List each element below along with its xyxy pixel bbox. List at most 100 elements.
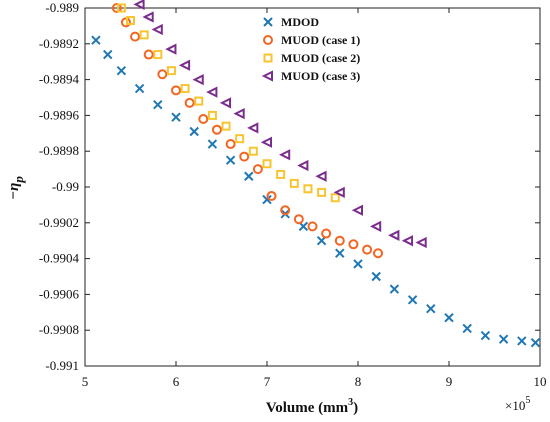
x-axis-multiplier: ×105 (505, 395, 530, 413)
data-point (151, 23, 163, 36)
x-tick-label: 6 (173, 374, 180, 389)
data-point (225, 155, 236, 165)
data-point (194, 96, 204, 106)
data-point (333, 186, 345, 198)
legend: MDOD MUOD (case 1) MUOD (case 2) MUOD (case… (261, 15, 360, 83)
data-point (103, 49, 113, 60)
data-point (351, 204, 363, 216)
data-point (317, 187, 327, 197)
data-point (206, 86, 218, 98)
y-tick-label: -0.989 (45, 0, 79, 15)
data-point (247, 122, 259, 134)
data-point (426, 304, 436, 314)
data-point (116, 65, 127, 76)
x-tick-label: 10 (534, 374, 547, 389)
data-point (389, 284, 400, 294)
series-2 (111, 3, 384, 259)
data-point (321, 228, 332, 239)
data-point (315, 170, 327, 182)
data-point (219, 97, 232, 109)
y-tick-label: -0.9898 (39, 143, 79, 158)
data-point (235, 134, 245, 144)
y-tick-label: -0.9906 (39, 286, 80, 301)
data-point (153, 50, 163, 60)
legend-marker (263, 17, 273, 27)
y-tick-label: -0.9908 (39, 322, 79, 337)
x-tick-label: 8 (355, 374, 362, 389)
y-tick-label: -0.9892 (39, 36, 79, 51)
data-point (198, 113, 209, 124)
x-tick-label: 5 (82, 374, 89, 389)
legend-item: MUOD (case 2) (263, 51, 360, 65)
data-point (252, 164, 263, 175)
data-point (278, 149, 291, 161)
legend-label: MUOD (case 1) (281, 33, 360, 47)
data-point (530, 338, 541, 348)
data-point (91, 35, 101, 45)
data-point (388, 229, 400, 241)
data-point (133, 0, 145, 11)
y-axis-label: −ηp (6, 176, 26, 200)
data-point (280, 205, 291, 216)
data-point (348, 239, 359, 250)
data-point (498, 334, 509, 344)
data-marks (91, 0, 541, 348)
legend-item: MDOD (263, 15, 319, 29)
data-point (373, 248, 384, 259)
data-point (330, 193, 340, 203)
data-point (225, 139, 236, 150)
data-point (260, 136, 272, 148)
legend-label: MUOD (case 2) (281, 51, 360, 65)
data-point (335, 248, 345, 258)
data-point (111, 3, 122, 13)
legend-item: MUOD (case 3) (261, 69, 360, 83)
legend-marker (263, 53, 273, 63)
data-point (126, 16, 135, 26)
y-tick-label: -0.9896 (39, 107, 80, 122)
data-point (401, 235, 414, 247)
data-point (189, 126, 199, 137)
plot-area (84, 7, 541, 367)
x-axis-label: Volume (mm3) (266, 397, 358, 416)
data-point (462, 323, 472, 334)
data-point (297, 159, 309, 172)
data-point (444, 312, 454, 323)
data-point (353, 259, 363, 269)
data-point (266, 190, 277, 201)
data-point (262, 159, 272, 169)
data-point (276, 169, 286, 179)
data-point (166, 66, 176, 76)
data-point (207, 110, 217, 120)
data-point (407, 295, 418, 305)
data-point (289, 178, 299, 188)
data-point (221, 121, 231, 131)
data-point (139, 30, 149, 40)
data-point (116, 3, 126, 13)
data-point (130, 31, 141, 42)
data-point (244, 171, 254, 181)
x-tick-label: 9 (446, 374, 453, 389)
legend-marker (261, 70, 273, 82)
data-point (415, 236, 427, 249)
data-point (293, 214, 304, 225)
data-point (211, 124, 222, 135)
axis-ticks: 5 6 7 8 9 10 -0.989 -0.9892 -0.9894 -0.9896 -0.989… (39, 0, 547, 389)
y-tick-label: -0.9904 (39, 251, 80, 266)
data-point (153, 99, 163, 110)
data-point (120, 17, 131, 28)
data-point (362, 244, 373, 255)
data-point (233, 107, 245, 120)
data-point (517, 336, 527, 346)
legend-item: MUOD (case 1) (263, 33, 360, 47)
data-point (142, 11, 154, 23)
data-point (171, 85, 181, 96)
legend-marker (263, 35, 273, 45)
y-tick-label: -0.991 (45, 358, 79, 373)
legend-label: MDOD (281, 15, 319, 29)
data-point (303, 184, 313, 194)
y-tick-label: -0.99 (52, 179, 79, 194)
data-point (371, 271, 381, 282)
data-point (239, 151, 250, 162)
data-point (369, 220, 382, 232)
